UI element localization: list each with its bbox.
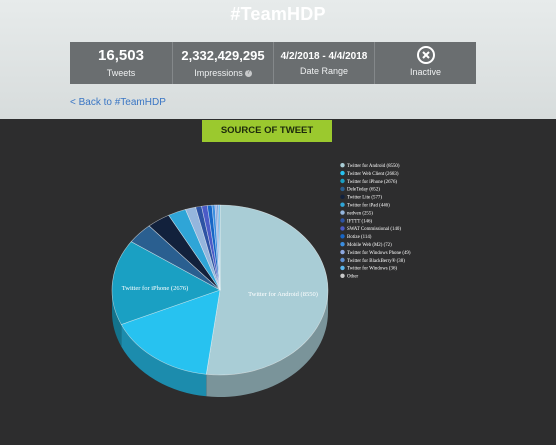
stat-date-range-label: Date Range [299, 66, 349, 76]
legend-marker-0 [340, 163, 345, 168]
stat-tweets-label: Tweets [106, 68, 136, 78]
stat-status-label: Inactive [409, 67, 442, 77]
impressions-label-text: Impressions [194, 68, 243, 78]
legend-marker-8 [340, 226, 345, 231]
stat-impressions-value: 2,332,429,295 [181, 48, 265, 63]
stat-status: Inactive [375, 42, 476, 84]
legend-item-5[interactable]: Twitter for iPad (446) [347, 204, 390, 209]
legend-marker-1 [340, 170, 345, 176]
legend-item-1[interactable]: Twitter Web Client (2683) [347, 172, 399, 177]
pie-side-2 [112, 290, 122, 347]
legend-item-13[interactable]: Twitter for Windows (36) [347, 267, 397, 272]
legend-item-6[interactable]: nedven (255) [347, 211, 373, 216]
stat-tweets-value: 16,503 [98, 47, 144, 64]
legend-marker-10 [340, 242, 345, 247]
legend-item-9[interactable]: Botize (114) [347, 235, 372, 240]
legend-item-0[interactable]: Twitter for Android (8550) [347, 164, 400, 169]
stat-tweets: 16,503 Tweets [70, 42, 173, 84]
legend-item-14[interactable]: Other [347, 275, 359, 280]
legend-item-2[interactable]: Twitter for iPhone (2676) [347, 180, 397, 185]
pie-slice-13[interactable] [218, 204, 221, 291]
legend-marker-13 [340, 265, 345, 271]
legend-marker-2 [340, 178, 345, 184]
legend-marker-14 [340, 273, 345, 278]
pie-slice-2[interactable] [111, 241, 221, 325]
legend-marker-4 [340, 194, 345, 199]
pie-side-0 [206, 290, 328, 397]
legend-marker-3 [340, 186, 345, 192]
pie-slice-0[interactable] [205, 204, 329, 376]
back-link[interactable]: < Back to #TeamHDP [70, 97, 166, 108]
legend-item-4[interactable]: Twitter Lite (577) [347, 196, 382, 201]
stat-date-range-value: 4/2/2018 - 4/4/2018 [280, 51, 368, 62]
stat-impressions: 2,332,429,295 Impressions? [173, 42, 274, 84]
pie-sides [112, 290, 328, 397]
info-icon[interactable]: ? [244, 70, 252, 78]
legend-marker-7 [340, 218, 345, 223]
legend-marker-9 [340, 234, 345, 239]
pie-slice-1[interactable] [120, 289, 221, 375]
section-title: SOURCE OF TWEET [202, 120, 332, 142]
page-title: #TeamHDP [230, 4, 326, 24]
stat-impressions-label: Impressions? [173, 68, 273, 78]
legend-item-8[interactable]: SWAT Commissional (140) [347, 227, 401, 232]
legend-marker-11 [340, 249, 345, 255]
pie-side-1 [121, 324, 207, 397]
legend-marker-6 [340, 210, 345, 215]
legend-marker-5 [340, 202, 345, 207]
stat-date-range: 4/2/2018 - 4/4/2018 Date Range [274, 42, 375, 84]
pie-slice-label-0: Twitter for Android (8550) [248, 291, 318, 298]
close-circle-icon [416, 46, 435, 64]
legend-marker-12 [340, 257, 345, 263]
pie-slice-label-1: Twitter for iPhone (2676) [122, 285, 189, 292]
legend-item-7[interactable]: IFTTT (146) [347, 219, 372, 224]
legend-item-3[interactable]: DeleTeday (652) [347, 188, 380, 193]
legend-item-12[interactable]: Twitter for BlackBerry® (38) [347, 258, 405, 264]
legend-item-11[interactable]: Twitter for Windows Phone (49) [347, 251, 411, 256]
stats-bar: 16,503 Tweets 2,332,429,295 Impressions?… [70, 42, 476, 84]
legend-item-10[interactable]: Mobile Web (M2) (72) [347, 243, 392, 248]
chart-legend: Twitter for Android (8550) Twitter Web Cl… [340, 163, 411, 280]
